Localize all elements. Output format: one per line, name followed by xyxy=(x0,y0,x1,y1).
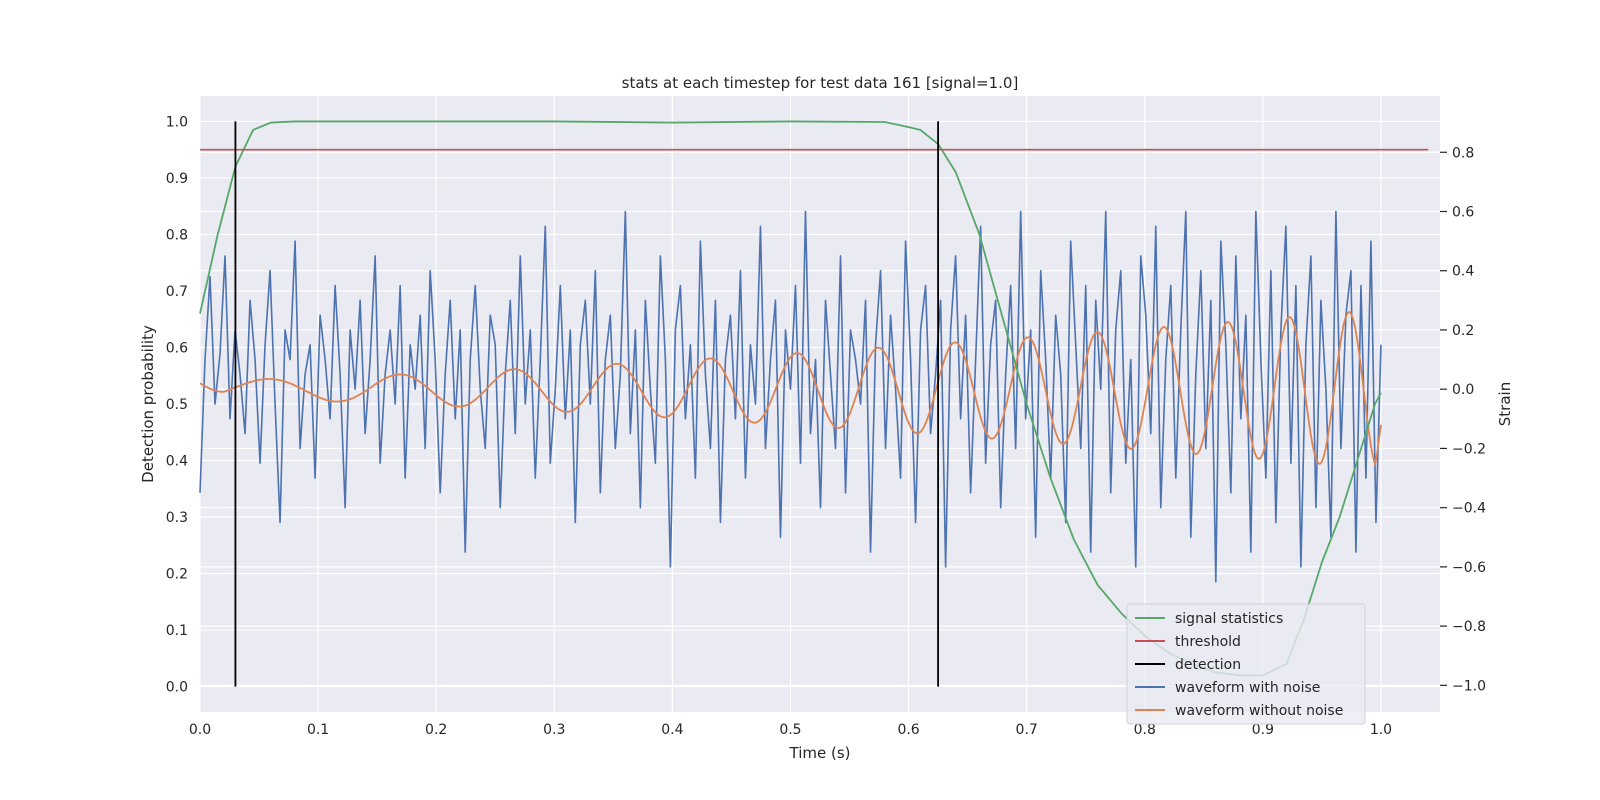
y-tick-label-left: 0.5 xyxy=(166,397,188,413)
y-tick-label-right: 0.8 xyxy=(1452,145,1474,161)
chart-title: stats at each timestep for test data 161… xyxy=(622,74,1019,92)
y-tick-label-right: 0.0 xyxy=(1452,382,1474,398)
y-axis-label-left: Detection probability xyxy=(139,325,157,483)
x-axis-label: Time (s) xyxy=(789,744,851,762)
y-tick-label-left: 0.8 xyxy=(166,227,188,243)
x-tick-label: 0.4 xyxy=(661,722,683,738)
y-axis-label-right: Strain xyxy=(1496,382,1514,426)
legend-entry: detection xyxy=(1175,657,1241,673)
x-tick-label: 0.6 xyxy=(897,722,919,738)
x-tick-label: 1.0 xyxy=(1370,722,1392,738)
y-tick-label-left: 0.6 xyxy=(166,340,188,356)
y-tick-label-left: 0.1 xyxy=(166,623,188,639)
legend-entry: waveform without noise xyxy=(1175,703,1343,719)
y-tick-label-right: −0.8 xyxy=(1452,619,1486,635)
y-tick-label-right: −1.0 xyxy=(1452,678,1486,694)
legend: signal statistics threshold detection wavef… xyxy=(1126,603,1366,725)
y-tick-label-left: 1.0 xyxy=(166,114,188,130)
y-tick-label-right: 0.2 xyxy=(1452,323,1474,339)
x-tick-label: 0.0 xyxy=(189,722,211,738)
x-tick-label: 0.3 xyxy=(543,722,565,738)
y-tick-label-right: 0.6 xyxy=(1452,205,1474,221)
y-tick-label-left: 0.4 xyxy=(166,454,188,470)
y-tick-label-left: 0.2 xyxy=(166,567,188,583)
legend-entry: signal statistics xyxy=(1175,611,1283,627)
y-tick-label-right: −0.6 xyxy=(1452,560,1486,576)
legend-box xyxy=(1126,603,1366,725)
legend-entry: threshold xyxy=(1175,634,1241,650)
y-tick-label-left: 0.3 xyxy=(166,510,188,526)
x-tick-label: 0.2 xyxy=(425,722,447,738)
series-waveform-without-noise xyxy=(199,311,1382,466)
series-waveform-with-noise xyxy=(199,210,1382,583)
y-tick-label-right: −0.4 xyxy=(1452,501,1486,517)
y-tick-label-left: 0.9 xyxy=(166,171,188,187)
y-tick-label-right: 0.4 xyxy=(1452,264,1474,280)
x-tick-label: 0.5 xyxy=(779,722,801,738)
y-tick-label-left: 0.7 xyxy=(166,284,188,300)
ticks-layer: 0.0 0.1 0.2 0.3 0.4 0.5 0.6 0.7 0.8 0.9 1.0 0.0 0.1 0… xyxy=(166,114,1486,738)
y-tick-label-right: −0.2 xyxy=(1452,441,1486,457)
x-tick-label: 0.8 xyxy=(1134,722,1156,738)
y-tick-label-left: 0.0 xyxy=(166,680,188,696)
legend-entry: waveform with noise xyxy=(1175,680,1320,696)
x-tick-label: 0.1 xyxy=(307,722,329,738)
x-tick-label: 0.9 xyxy=(1252,722,1274,738)
x-tick-label: 0.7 xyxy=(1016,722,1038,738)
